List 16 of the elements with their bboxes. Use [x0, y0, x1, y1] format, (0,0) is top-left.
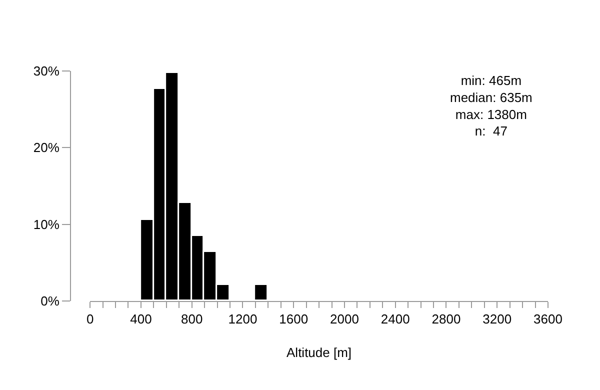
x-tick-label: 400: [130, 312, 152, 327]
x-tick-label: 1600: [279, 312, 308, 327]
y-tick-label: 20%: [33, 140, 60, 156]
x-tick-label: 2400: [380, 312, 410, 327]
x-tick-label: 3600: [534, 312, 562, 327]
x-tick-label: 800: [180, 312, 203, 327]
x-tick-label: 1200: [228, 312, 258, 327]
x-axis-title: Altitude [m]: [286, 345, 352, 360]
y-tick-label: 10%: [33, 216, 60, 232]
x-tick-label: 2800: [432, 312, 461, 327]
x-tick-label: 2000: [330, 312, 359, 327]
x-tick-label: 0: [86, 312, 94, 327]
annotation: min: 465m median: 635m max: 1380m n: 47: [450, 73, 532, 139]
y-tick-label: 0%: [40, 294, 60, 309]
y-tick-label: 30%: [33, 64, 60, 79]
x-tick-label: 3200: [482, 312, 512, 327]
